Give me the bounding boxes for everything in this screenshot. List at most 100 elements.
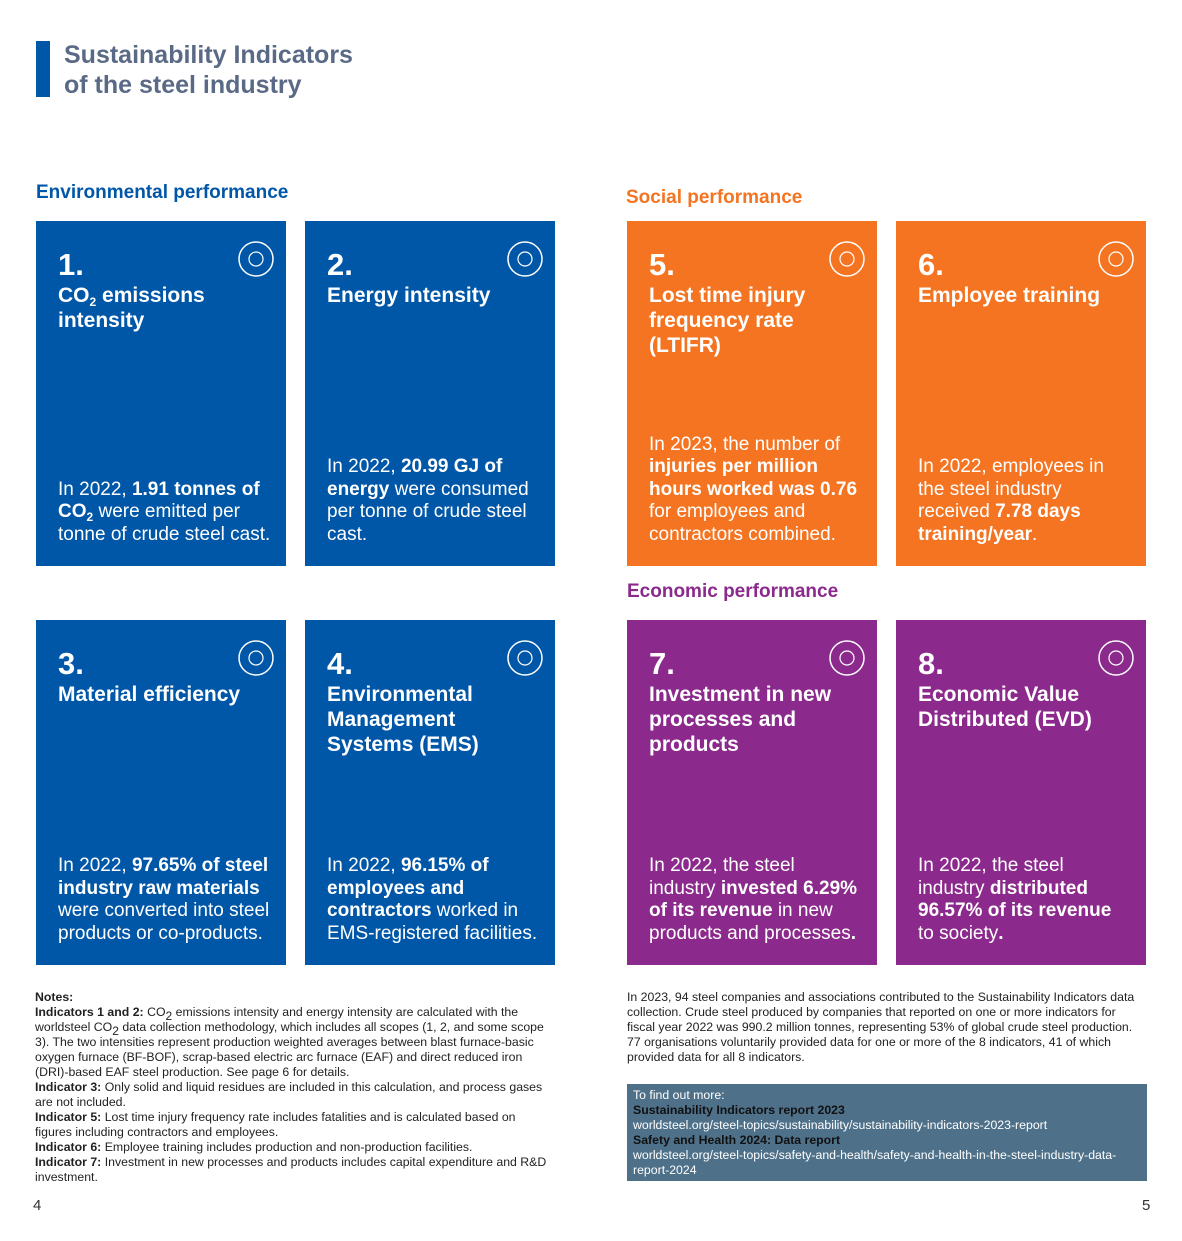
text: Lost time injury frequency rate (LTIFR) bbox=[649, 284, 806, 357]
icon bbox=[829, 640, 865, 676]
card-body: In 2022, 1.91 tonnes of CO2 were emitted… bbox=[58, 479, 272, 547]
indicator-card: 6. Employee training In 2022, employees … bbox=[896, 221, 1146, 566]
title-line: of the steel industry bbox=[64, 71, 302, 99]
notes-heading: Notes: bbox=[35, 990, 74, 1004]
element bbox=[839, 650, 855, 666]
text: in new products and processes bbox=[649, 900, 851, 944]
link-url[interactable]: worldsteel.org/steel-topics/sustainabili… bbox=[633, 1118, 1048, 1132]
text: Employee training bbox=[918, 284, 1101, 307]
element: 2 bbox=[165, 1009, 173, 1023]
element: data collection methodology, which inclu… bbox=[35, 1020, 544, 1079]
text: Energy intensity bbox=[327, 284, 491, 307]
link-url[interactable]: worldsteel.org/steel-topics/safety-and-h… bbox=[633, 1148, 1117, 1177]
icon bbox=[238, 640, 274, 676]
text: were converted into steel products or co… bbox=[58, 900, 270, 944]
text: Economic Value Distributed (EVD) bbox=[918, 683, 1092, 731]
find-out-box: To find out more: Sustainability Indicat… bbox=[627, 1084, 1147, 1181]
title-bar bbox=[36, 41, 50, 97]
bold-text: 20.99 GJ of energy bbox=[327, 456, 503, 500]
title-line: Sustainability Indicators bbox=[64, 41, 353, 69]
icon bbox=[238, 241, 274, 277]
section-heading: Environmental performance bbox=[36, 182, 289, 203]
element bbox=[1108, 251, 1124, 267]
element bbox=[829, 640, 865, 676]
element bbox=[238, 640, 274, 676]
element: Investment in new processes and products… bbox=[35, 1155, 547, 1184]
text: In 2023, the number of bbox=[649, 433, 841, 455]
text: . bbox=[1032, 523, 1038, 545]
card-number: 2. bbox=[327, 247, 353, 282]
note: Indicator 5: Lost time injury frequency … bbox=[35, 1110, 551, 1140]
text: were emitted per tonne of crude steel ca… bbox=[58, 501, 271, 545]
card-number: 8. bbox=[918, 646, 944, 681]
bold-text: Indicators 1 and 2: bbox=[35, 1005, 144, 1019]
link-title: Sustainability Indicators report 2023 bbox=[633, 1103, 845, 1117]
text: Investment in new processes and products bbox=[649, 683, 832, 756]
element: Only solid and liquid residues are inclu… bbox=[35, 1080, 543, 1109]
note: Indicator 6: Employee training includes … bbox=[35, 1140, 551, 1155]
card-title: Material efficiency bbox=[58, 682, 272, 707]
text: to society bbox=[918, 922, 999, 944]
element: Employee training includes production an… bbox=[101, 1140, 473, 1154]
note: Indicators 1 and 2: CO2 emissions intens… bbox=[35, 1005, 551, 1080]
bold-text: 96.15% of employees and contractors bbox=[327, 855, 489, 921]
bold-text: 2 bbox=[87, 501, 94, 523]
page-number: 4 bbox=[33, 1197, 42, 1214]
card-number: 7. bbox=[649, 646, 675, 681]
text: Material efficiency bbox=[58, 683, 241, 706]
bold-text: Indicator 7: bbox=[35, 1155, 102, 1169]
subscript: 2 bbox=[89, 295, 97, 309]
about-text: In 2023, 94 steel companies and associat… bbox=[627, 990, 1135, 1064]
section-heading: Economic performance bbox=[627, 581, 839, 602]
card-title: Lost time injury frequency rate (LTIFR) bbox=[649, 283, 863, 358]
text: worked in EMS-registered facilities. bbox=[327, 900, 538, 944]
card-number: 1. bbox=[58, 247, 84, 282]
bold-text: . bbox=[850, 922, 857, 944]
text: In 2022, bbox=[327, 855, 401, 876]
card-title: Environmental Management Systems (EMS) bbox=[327, 682, 541, 757]
element bbox=[839, 251, 855, 267]
element bbox=[248, 251, 264, 267]
element bbox=[507, 241, 543, 277]
card-body: In 2022, employees in the steel industry… bbox=[918, 456, 1132, 546]
bold-text: invested 6.29% of its revenue bbox=[649, 877, 858, 922]
section-heading: Social performance bbox=[626, 187, 803, 208]
icon bbox=[829, 241, 865, 277]
element: 2 bbox=[112, 1024, 119, 1038]
element bbox=[829, 241, 865, 277]
card-body: In 2023, the number of injuries per mill… bbox=[649, 434, 863, 547]
bold-text: . bbox=[998, 922, 1004, 944]
text: CO bbox=[58, 284, 90, 307]
text: were consumed per tonne of crude steel c… bbox=[327, 478, 529, 545]
bold-text: Indicator 5: bbox=[35, 1110, 102, 1124]
indicator-card: 3. Material efficiency In 2022, 97.65% o… bbox=[36, 620, 286, 965]
indicator-card: 4. Environmental Management Systems (EMS… bbox=[305, 620, 555, 965]
page-number: 5 bbox=[1142, 1197, 1151, 1214]
page-title: Sustainability Indicators of the steel i… bbox=[64, 40, 353, 100]
indicator-card: 7. Investment in new processes and produ… bbox=[627, 620, 877, 965]
card-body: In 2022, 20.99 GJ of energy were consume… bbox=[327, 456, 541, 546]
element bbox=[1108, 650, 1124, 666]
text: In 2022, bbox=[58, 478, 132, 500]
card-body: In 2022, the steel industry invested 6.2… bbox=[649, 855, 863, 945]
card-title: Employee training bbox=[918, 283, 1132, 308]
text: In 2022, employees in the steel industry… bbox=[918, 456, 1104, 522]
icon bbox=[1098, 640, 1134, 676]
element bbox=[517, 650, 533, 666]
note: Indicator 7: Investment in new processes… bbox=[35, 1155, 551, 1185]
card-number: 3. bbox=[58, 646, 84, 681]
bold-text: distributed 96.57% of its revenue bbox=[918, 877, 1112, 922]
card-title: Energy intensity bbox=[327, 283, 541, 308]
bold-text: 7.78 days training/year bbox=[918, 501, 1081, 545]
text: emissions intensity bbox=[58, 284, 205, 332]
text: for employees and contractors combined. bbox=[649, 501, 836, 545]
card-title: Economic Value Distributed (EVD) bbox=[918, 682, 1132, 732]
link-title: Safety and Health 2024: Data report bbox=[633, 1133, 841, 1147]
element bbox=[517, 251, 533, 267]
element bbox=[1098, 241, 1134, 277]
card-number: 4. bbox=[327, 646, 353, 681]
card-body: In 2022, the steel industry distributed … bbox=[918, 855, 1132, 945]
bold-text: injuries per million hours worked was 0.… bbox=[649, 456, 858, 500]
text: In 2022, the steel industry bbox=[918, 855, 1064, 899]
note: Indicator 3: Only solid and liquid resid… bbox=[35, 1080, 551, 1110]
